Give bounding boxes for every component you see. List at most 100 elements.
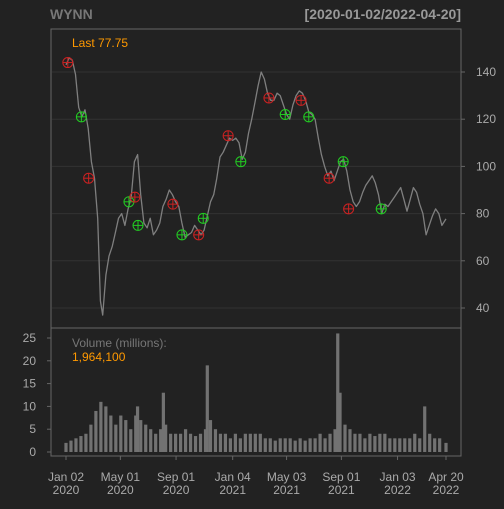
volume-bar [169, 433, 173, 452]
volume-bar [303, 440, 307, 452]
volume-bar [348, 429, 352, 452]
price-series [65, 57, 447, 316]
volume-bar [223, 433, 228, 452]
sell-signal-marker [193, 229, 205, 241]
volume-bar [203, 429, 208, 452]
volume-bar [134, 415, 138, 452]
buy-signal-marker [303, 111, 315, 123]
price-tick-label: 80 [476, 207, 490, 221]
volume-bar [398, 438, 402, 452]
volume-bar [218, 433, 223, 452]
volume-bar [74, 438, 78, 452]
volume-bar [99, 401, 103, 452]
price-panel-frame [50, 28, 462, 329]
volume-bar [283, 438, 287, 452]
volume-bars [64, 333, 448, 452]
chart-date-range: [2020-01-02/2022-04-20] [305, 6, 461, 22]
x-tick-label: Apr 20 [428, 470, 464, 484]
buy-signal-marker [337, 156, 349, 168]
volume-bar [154, 433, 158, 452]
sell-signal-marker [323, 172, 335, 184]
buy-signal-marker [176, 229, 188, 241]
volume-bar [84, 433, 88, 452]
sell-signal-marker [295, 94, 307, 106]
volume-tick-label: 10 [23, 399, 37, 413]
volume-bar [208, 420, 213, 452]
volume-bar [258, 433, 262, 452]
volume-bar [444, 442, 448, 452]
volume-tick-label: 15 [23, 377, 37, 391]
volume-bar [144, 424, 148, 452]
volume-bar [135, 406, 140, 452]
sell-signal-marker [263, 92, 275, 104]
volume-bar [129, 429, 133, 452]
volume-bar [193, 436, 198, 452]
volume-bar [378, 433, 382, 452]
grid-layer [47, 71, 465, 460]
x-tick-year-label: 2021 [219, 483, 246, 497]
volume-bar [273, 440, 277, 452]
volume-bar [174, 433, 178, 452]
y-axis-labels: 40 60 80 100 120 140 0 5 10 15 20 25 [23, 65, 497, 459]
volume-bar [428, 433, 432, 452]
price-tick-label: 40 [476, 301, 490, 315]
volume-tick-label: 20 [23, 354, 37, 368]
volume-bar [333, 429, 337, 452]
buy-signal-marker [75, 111, 87, 123]
x-tick-year-label: 2020 [107, 483, 134, 497]
x-tick-year-label: 2021 [328, 483, 355, 497]
volume-bar [119, 415, 123, 452]
sell-signal-marker [83, 172, 95, 184]
x-tick-label: Jan 02 [48, 470, 84, 484]
buy-signal-marker [132, 219, 144, 231]
volume-bar [89, 424, 93, 452]
volume-bar [343, 424, 347, 452]
volume-bar [268, 438, 272, 452]
volume-bar [243, 433, 247, 452]
volume-bar [228, 438, 233, 452]
x-tick-label: Sep 01 [157, 470, 195, 484]
volume-bar [94, 410, 98, 452]
price-tick-label: 100 [476, 159, 496, 173]
x-tick-year-label: 2020 [53, 483, 80, 497]
volume-bar [205, 365, 209, 452]
volume-bar [308, 438, 312, 452]
x-tick-year-label: 2022 [433, 483, 460, 497]
volume-bar [403, 438, 407, 452]
price-line [65, 57, 447, 316]
volume-bar [438, 438, 442, 452]
volume-bar [388, 438, 392, 452]
x-tick-label: May 01 [101, 470, 141, 484]
volume-bar [233, 433, 237, 452]
volume-last-value: 1,964,100 [72, 350, 126, 364]
sell-signal-marker [222, 130, 234, 142]
volume-tick-label: 5 [29, 422, 36, 436]
volume-bar [298, 438, 302, 452]
volume-title: Volume (millions): [72, 336, 167, 350]
last-price-label: Last 77.75 [72, 36, 128, 50]
volume-bar [408, 438, 412, 452]
volume-bar [423, 406, 427, 452]
volume-bar [164, 424, 168, 452]
volume-bar [323, 438, 327, 452]
buy-signal-marker [197, 212, 209, 224]
volume-bar [278, 438, 282, 452]
volume-bar [368, 433, 372, 452]
volume-bar [418, 438, 422, 452]
volume-bar [373, 436, 377, 452]
x-tick-label: Sep 01 [322, 470, 360, 484]
buy-signal-marker [235, 156, 247, 168]
volume-bar [183, 429, 188, 452]
sell-signal-marker [343, 203, 355, 215]
volume-bar [114, 424, 118, 452]
volume-bar [433, 438, 437, 452]
volume-bar [79, 436, 83, 452]
volume-bar [198, 433, 203, 452]
x-tick-year-label: 2020 [163, 483, 190, 497]
volume-bar [288, 438, 292, 452]
price-tick-label: 120 [476, 112, 496, 126]
buy-signal-marker [279, 108, 291, 120]
volume-bar [393, 438, 397, 452]
volume-bar [253, 433, 257, 452]
